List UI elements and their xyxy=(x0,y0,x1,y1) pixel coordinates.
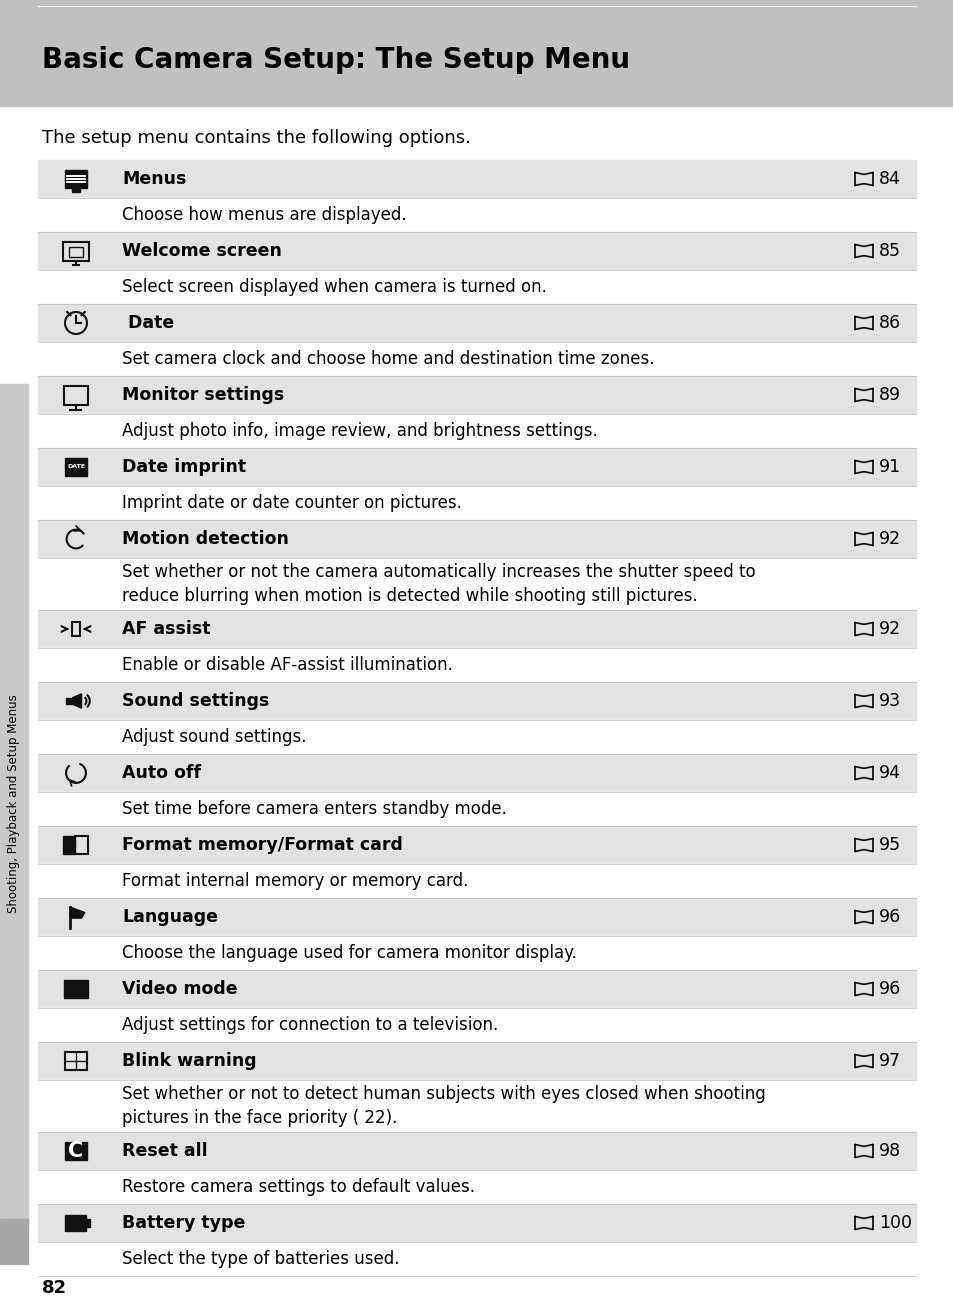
Text: 98: 98 xyxy=(878,1142,901,1160)
Bar xyxy=(38,897,915,936)
Text: Adjust sound settings.: Adjust sound settings. xyxy=(122,728,306,746)
Bar xyxy=(38,1131,915,1169)
Text: 93: 93 xyxy=(878,692,901,710)
Bar xyxy=(65,1215,87,1231)
Bar xyxy=(38,1169,915,1204)
Bar xyxy=(38,520,915,558)
Text: 84: 84 xyxy=(878,170,900,188)
Text: Date: Date xyxy=(122,314,174,332)
Bar xyxy=(38,1204,915,1242)
Text: Video mode: Video mode xyxy=(122,980,237,999)
Bar xyxy=(0,1219,28,1264)
Bar xyxy=(38,342,915,376)
Bar xyxy=(38,1242,915,1276)
Text: Set camera clock and choose home and destination time zones.: Set camera clock and choose home and des… xyxy=(122,350,654,368)
Text: 91: 91 xyxy=(878,459,901,476)
Text: 96: 96 xyxy=(878,980,901,999)
Text: Enable or disable AF-assist illumination.: Enable or disable AF-assist illumination… xyxy=(122,656,453,674)
Text: DATE: DATE xyxy=(67,465,85,469)
Text: 92: 92 xyxy=(878,620,901,639)
Bar xyxy=(38,1080,915,1131)
Text: Restore camera settings to default values.: Restore camera settings to default value… xyxy=(122,1177,475,1196)
Bar xyxy=(38,414,915,448)
Text: Motion detection: Motion detection xyxy=(122,530,289,548)
Text: C: C xyxy=(69,1141,84,1162)
Text: Choose how menus are displayed.: Choose how menus are displayed. xyxy=(122,206,406,223)
Text: Adjust photo info, image review, and brightness settings.: Adjust photo info, image review, and bri… xyxy=(122,422,598,440)
Text: Imprint date or date counter on pictures.: Imprint date or date counter on pictures… xyxy=(122,494,461,512)
Bar xyxy=(38,448,915,486)
Bar xyxy=(64,980,88,997)
Bar xyxy=(38,304,915,342)
Bar xyxy=(38,936,915,970)
Text: Monitor settings: Monitor settings xyxy=(122,386,284,403)
Text: 89: 89 xyxy=(878,386,901,403)
Bar xyxy=(65,459,87,476)
Bar xyxy=(63,837,75,854)
Bar xyxy=(65,170,87,188)
Text: 97: 97 xyxy=(878,1053,901,1070)
Bar xyxy=(38,558,915,610)
Bar xyxy=(38,827,915,865)
Bar xyxy=(87,1219,91,1227)
Text: Choose the language used for camera monitor display.: Choose the language used for camera moni… xyxy=(122,943,577,962)
Text: Adjust settings for connection to a television.: Adjust settings for connection to a tele… xyxy=(122,1016,497,1034)
Bar xyxy=(38,376,915,414)
Bar xyxy=(38,610,915,648)
Polygon shape xyxy=(72,694,81,708)
Bar xyxy=(38,720,915,754)
Text: Sound settings: Sound settings xyxy=(122,692,269,710)
Text: Select screen displayed when camera is turned on.: Select screen displayed when camera is t… xyxy=(122,279,546,296)
Bar xyxy=(38,754,915,792)
Text: The setup menu contains the following options.: The setup menu contains the following op… xyxy=(42,129,471,147)
Text: Basic Camera Setup: The Setup Menu: Basic Camera Setup: The Setup Menu xyxy=(42,46,630,74)
Text: 95: 95 xyxy=(878,836,901,854)
Bar xyxy=(0,384,28,1225)
Bar xyxy=(65,1142,87,1160)
Bar xyxy=(38,486,915,520)
Bar xyxy=(38,865,915,897)
Text: Welcome screen: Welcome screen xyxy=(122,242,281,260)
Text: AF assist: AF assist xyxy=(122,620,211,639)
Text: Reset all: Reset all xyxy=(122,1142,208,1160)
Text: Set whether or not to detect human subjects with eyes closed when shooting
pictu: Set whether or not to detect human subje… xyxy=(122,1085,765,1127)
Polygon shape xyxy=(71,907,85,918)
Text: Blink warning: Blink warning xyxy=(122,1053,256,1070)
Text: Battery type: Battery type xyxy=(122,1214,245,1233)
Text: Format internal memory or memory card.: Format internal memory or memory card. xyxy=(122,872,468,890)
Bar xyxy=(0,0,953,106)
Bar xyxy=(38,160,915,198)
Text: Menus: Menus xyxy=(122,170,186,188)
Bar xyxy=(38,233,915,269)
Text: Auto off: Auto off xyxy=(122,763,201,782)
Text: Language: Language xyxy=(122,908,218,926)
Text: 82: 82 xyxy=(42,1279,67,1297)
Text: 86: 86 xyxy=(878,314,901,332)
Text: Select the type of batteries used.: Select the type of batteries used. xyxy=(122,1250,399,1268)
Text: 100: 100 xyxy=(878,1214,911,1233)
Text: 92: 92 xyxy=(878,530,901,548)
Text: 96: 96 xyxy=(878,908,901,926)
Text: Set whether or not the camera automatically increases the shutter speed to
reduc: Set whether or not the camera automatica… xyxy=(122,562,755,606)
Text: Shooting, Playback and Setup Menus: Shooting, Playback and Setup Menus xyxy=(8,695,20,913)
Bar xyxy=(72,188,80,192)
Text: 85: 85 xyxy=(878,242,900,260)
Text: 94: 94 xyxy=(878,763,900,782)
Bar xyxy=(38,1042,915,1080)
Text: Format memory/Format card: Format memory/Format card xyxy=(122,836,402,854)
Bar xyxy=(38,198,915,233)
Text: Set time before camera enters standby mode.: Set time before camera enters standby mo… xyxy=(122,800,506,819)
Bar xyxy=(38,269,915,304)
Bar xyxy=(38,1008,915,1042)
Polygon shape xyxy=(66,698,72,704)
Text: Date imprint: Date imprint xyxy=(122,459,246,476)
Bar xyxy=(38,792,915,827)
Bar xyxy=(38,648,915,682)
Bar xyxy=(38,682,915,720)
Bar xyxy=(38,970,915,1008)
